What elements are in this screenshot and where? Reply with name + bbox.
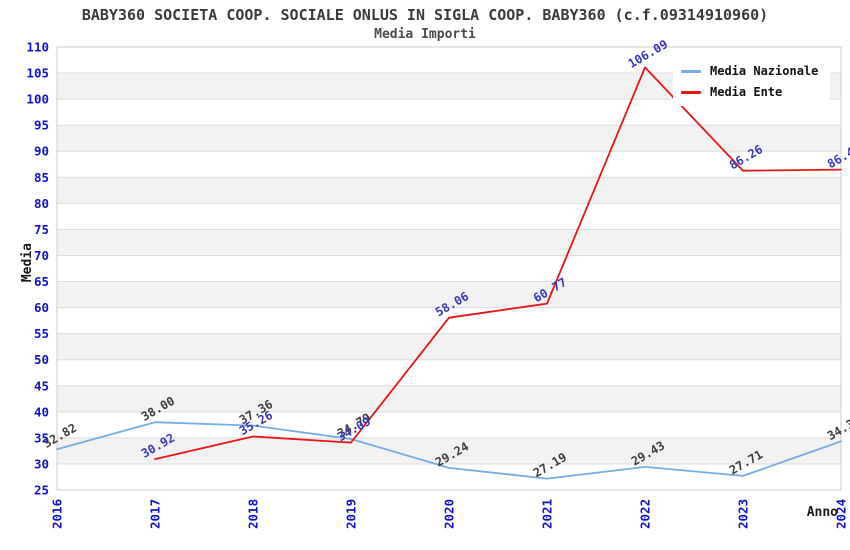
y-tick-label: 90	[34, 144, 49, 159]
y-tick-label: 110	[26, 40, 49, 55]
plot-band	[57, 255, 841, 282]
y-tick-label: 25	[34, 483, 49, 498]
y-tick-label: 85	[34, 170, 49, 185]
y-tick-label: 100	[26, 92, 49, 107]
y-tick-label: 70	[34, 248, 49, 263]
y-tick-label: 40	[34, 404, 49, 419]
legend: Media Nazionale Media Ente	[673, 57, 831, 106]
y-tick-label: 105	[26, 66, 49, 81]
x-tick-label: 2017	[148, 499, 163, 529]
plot-band	[57, 203, 841, 230]
chart-subtitle: Media Importi	[374, 27, 476, 42]
legend-swatch-media-ente-icon	[681, 90, 701, 94]
y-axis-title: Media	[20, 243, 35, 283]
y-tick-label: 45	[34, 378, 49, 393]
y-tick-label: 95	[34, 118, 49, 133]
y-tick-label: 60	[34, 300, 49, 315]
x-tick-label: 2019	[344, 499, 359, 529]
x-tick-label: 2016	[50, 499, 65, 529]
x-tick-label: 2018	[246, 499, 261, 529]
x-tick-label: 2023	[736, 499, 751, 529]
plot-border	[56, 46, 842, 491]
plot-band	[57, 151, 841, 178]
plot-band	[57, 385, 841, 412]
x-tick-label: 2020	[442, 499, 457, 529]
plot-band	[57, 177, 841, 204]
x-tick-label: 2021	[540, 499, 555, 529]
legend-item-media-ente: Media Ente	[681, 85, 818, 99]
x-axis-title: Anno	[806, 505, 838, 520]
legend-label-media-ente: Media Ente	[710, 85, 783, 99]
x-tick-label: 2024	[834, 499, 849, 529]
series-line-media-ente	[154, 66, 842, 461]
plot-band	[57, 281, 841, 308]
plot-band	[57, 307, 841, 334]
legend-item-media-nazionale: Media Nazionale	[681, 64, 818, 78]
plot-band	[57, 333, 841, 360]
x-tick-label: 2022	[638, 499, 653, 529]
y-tick-label: 35	[34, 430, 49, 445]
y-tick-label: 50	[34, 352, 49, 367]
legend-label-media-nazionale: Media Nazionale	[710, 64, 819, 78]
y-tick-label: 80	[34, 196, 49, 211]
y-tick-label: 55	[34, 326, 49, 341]
y-tick-label: 30	[34, 456, 49, 471]
plot-band	[57, 229, 841, 256]
legend-swatch-media-nazionale-icon	[681, 69, 701, 73]
chart-title: BABY360 SOCIETA COOP. SOCIALE ONLUS IN S…	[81, 6, 769, 24]
series-line-media-nazionale	[56, 421, 842, 480]
y-tick-label: 75	[34, 222, 49, 237]
y-tick-label: 65	[34, 274, 49, 289]
plot-band	[57, 125, 841, 152]
plot-band	[57, 359, 841, 386]
plot-band	[57, 411, 841, 438]
